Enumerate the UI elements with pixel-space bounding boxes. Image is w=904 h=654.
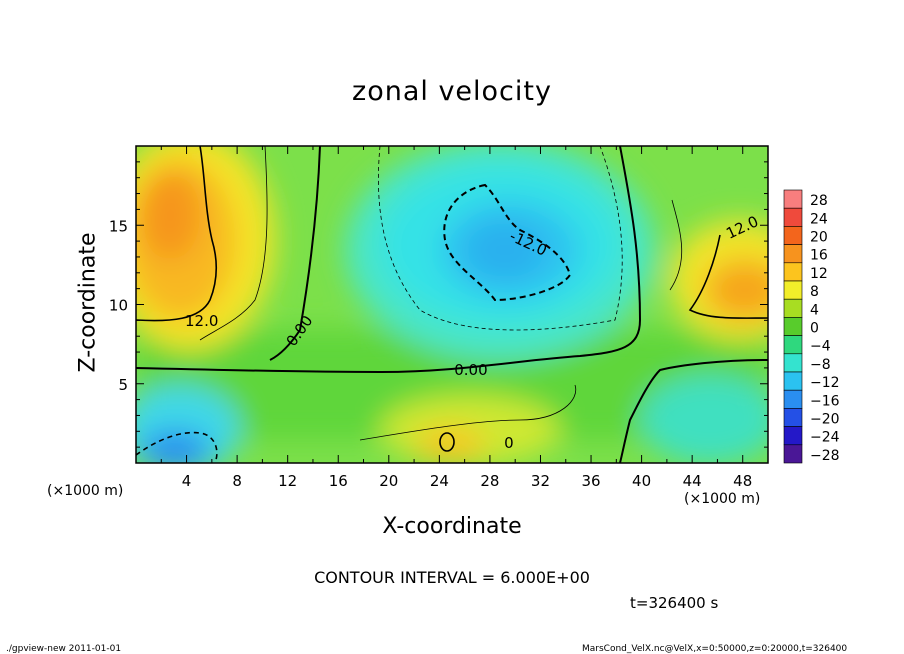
colorbar-swatch [783,426,803,446]
colorbar: 28 24 20 16 12 8 4 0 −4 −8 −12 −16 −20 −24 −28 [783,189,840,464]
x-tick-label: 44 [683,472,702,490]
x-tick-label: 8 [232,472,242,490]
colorbar-swatch [783,280,803,300]
colorbar-label: 4 [810,302,819,318]
colorbar-label: −4 [810,339,831,355]
x-tick-label: 48 [733,472,752,490]
contour-interval-text: CONTOUR INTERVAL = 6.000E+00 [314,568,590,587]
x-tick-label: 28 [480,472,499,490]
x-tick-label: 12 [278,472,297,490]
contour-label: 0.00 [454,361,487,379]
x-tick-label: 24 [430,472,449,490]
x-axis: 4 8 12 16 20 24 28 32 36 40 44 48 [160,146,752,490]
colorbar-label: −28 [810,448,840,464]
time-text: t=326400 s [630,594,719,612]
colorbar-label: −20 [810,412,840,428]
colorbar-swatch [783,317,803,336]
colorbar-label: −8 [810,357,831,373]
chart-title: zonal velocity [352,76,552,107]
colorbar-label: 0 [810,321,819,337]
x-tick-label: 4 [182,472,192,490]
heatmap-field [136,146,768,463]
footer-right: MarsCond_VelX.nc@VelX,x=0:50000,z=0:2000… [582,644,848,654]
colorbar-label: −12 [810,375,840,391]
x-unit-label-left: (×1000 m) [47,483,124,499]
colorbar-swatch [783,207,803,227]
y-tick-label: 15 [109,217,128,235]
contour-label: 12.0 [185,312,218,330]
colorbar-label: −24 [810,430,840,446]
colorbar-swatch [783,298,803,318]
colorbar-label: 16 [810,248,828,264]
colorbar-label: 12 [810,266,828,282]
colorbar-swatch [783,189,803,209]
y-axis: 5 10 15 [109,161,768,448]
y-tick-label: 5 [118,376,128,394]
colorbar-label: 24 [810,211,828,227]
x-tick-label: 40 [632,472,651,490]
colorbar-swatch [783,353,803,373]
x-unit-label-right: (×1000 m) [684,491,761,507]
x-tick-label: 36 [581,472,600,490]
y-tick-label: 10 [109,297,128,315]
contour-lines [136,146,768,463]
colorbar-swatch [783,444,803,464]
x-tick-label: 16 [329,472,348,490]
colorbar-swatch [783,262,803,282]
colorbar-swatch [783,226,803,245]
colorbar-swatch [783,389,803,409]
colorbar-label: 28 [810,193,828,209]
colorbar-label: 20 [810,230,828,246]
y-axis-label: Z-coordinate [75,232,101,373]
colorbar-swatch [783,244,803,264]
colorbar-swatch [783,335,803,355]
colorbar-label: 8 [810,284,819,300]
x-tick-label: 32 [531,472,550,490]
x-tick-label: 20 [379,472,398,490]
contour-label: 0 [504,434,514,452]
colorbar-label: −16 [810,393,840,409]
footer-left: ./gpview-new 2011-01-01 [6,644,122,654]
colorbar-swatch [783,371,803,391]
colorbar-swatch [783,408,803,427]
x-axis-label: X-coordinate [382,514,522,539]
